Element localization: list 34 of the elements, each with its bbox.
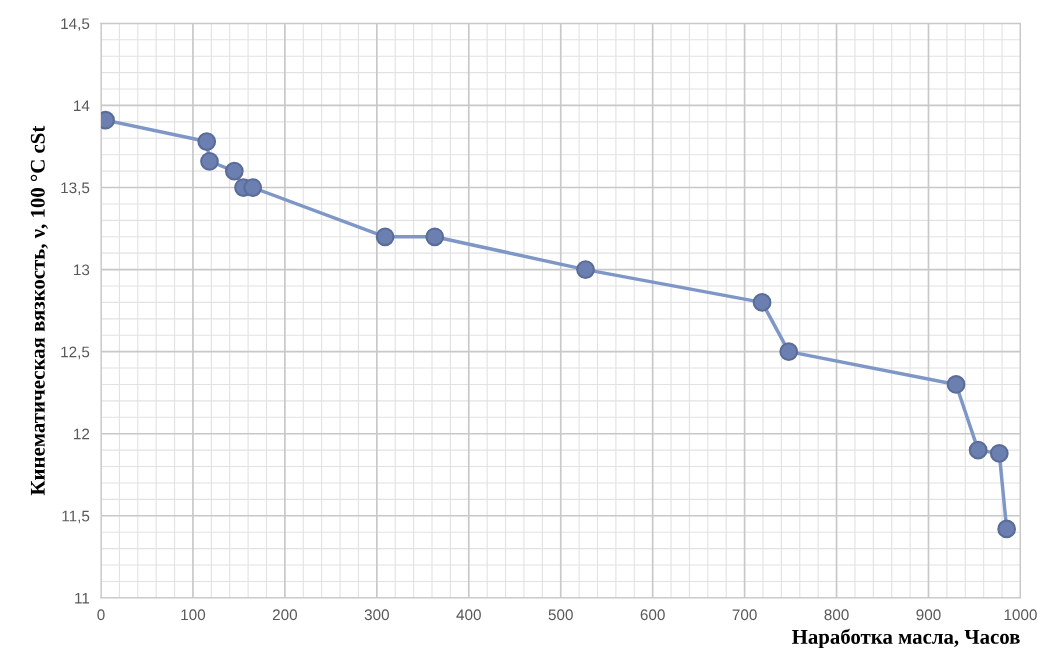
y-tick-label: 14,5 (61, 18, 90, 31)
y-tick-label: 11,5 (62, 510, 90, 524)
x-tick-label: 500 (548, 609, 573, 621)
point (224, 161, 244, 181)
point (752, 293, 772, 312)
x-tick-label: 600 (640, 609, 665, 621)
y-tick-label: 12 (74, 428, 90, 440)
point (200, 151, 219, 171)
point (576, 260, 595, 279)
x-axis-title: Наработка масла, Часов (792, 628, 1020, 649)
x-tick-label: 400 (456, 609, 481, 621)
y-tick-label: 12,5 (61, 346, 90, 360)
y-tick-label: 13,5 (61, 182, 90, 196)
point (997, 519, 1017, 539)
x-tick-label: 700 (732, 609, 757, 621)
point (375, 227, 395, 247)
point (243, 178, 263, 197)
y-axis-title: Кинематическая вязкость, ν, 100 °C cSt (30, 125, 48, 496)
point (197, 132, 217, 151)
x-tick-label: 100 (181, 609, 206, 621)
x-tick-label: 900 (916, 609, 941, 621)
point (968, 440, 988, 460)
y-tick-label: 13 (74, 264, 90, 276)
x-tick-label: 1000 (1004, 609, 1037, 621)
x-tick-label: 0 (97, 609, 105, 621)
x-tick-label: 200 (272, 609, 298, 621)
y-tick-label: 14 (74, 100, 90, 111)
point (946, 375, 966, 394)
point (779, 342, 799, 362)
x-tick-label: 300 (364, 609, 389, 621)
point (425, 227, 445, 247)
point (989, 444, 1009, 463)
y-tick-label: 11 (75, 592, 90, 604)
x-tick-label: 800 (824, 609, 849, 621)
